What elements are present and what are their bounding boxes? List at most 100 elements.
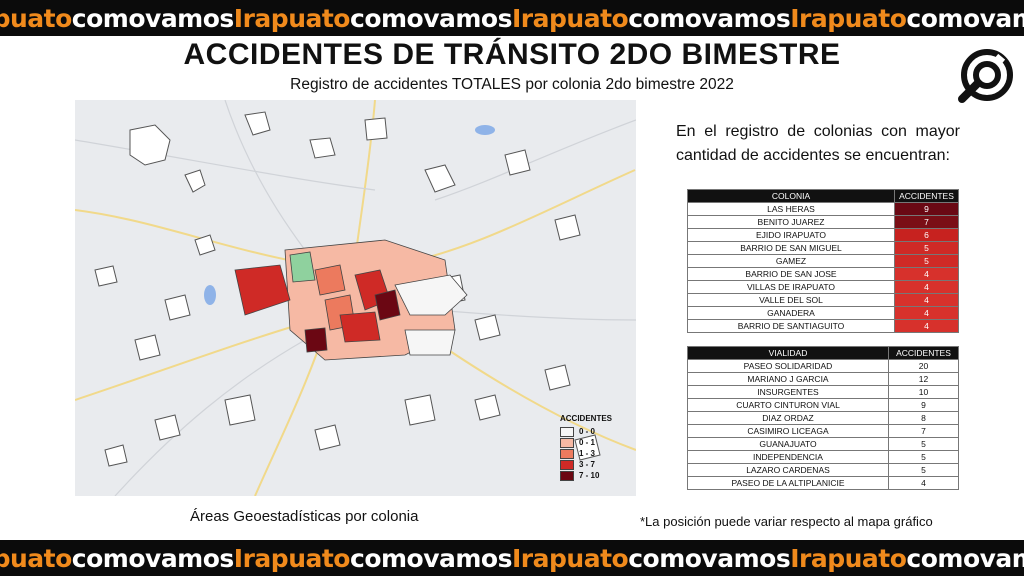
legend-item: 1 - 3 <box>560 448 612 459</box>
table-row: CASIMIRO LICEAGA 7 <box>687 424 959 438</box>
intro-text: En el registro de colonias con mayor can… <box>676 123 960 164</box>
legend-swatch <box>560 448 574 459</box>
legend-item: 7 - 10 <box>560 470 612 481</box>
table-row: GANADERA 4 <box>687 306 959 320</box>
vialidad-value: 4 <box>888 476 959 490</box>
colonias-table: COLONIA ACCIDENTES LAS HERAS 9 BENITO JUAR… <box>687 189 959 333</box>
banner-part-b: comovamos <box>906 543 1024 573</box>
vialidades-table: VIALIDAD ACCIDENTES PASEO SOLIDARIDAD 20 M… <box>687 346 959 490</box>
banner-part-a: Irapuato <box>233 3 351 33</box>
table-row: LAS HERAS 9 <box>687 202 959 216</box>
legend-item: 0 - 0 <box>560 426 612 437</box>
col-header-colonia: COLONIA <box>687 189 895 203</box>
colonia-value: 6 <box>894 228 959 242</box>
legend-swatch <box>560 470 574 481</box>
via-header-vialidad: VIALIDAD <box>687 346 889 360</box>
table-row: EJIDO IRAPUATO 6 <box>687 228 959 242</box>
colonia-value: 4 <box>894 306 959 320</box>
legend-swatch <box>560 426 574 437</box>
banner-part-a: Irapuato <box>512 543 629 573</box>
colonia-value: 9 <box>894 202 959 216</box>
accidents-map: ACCIDENTES 0 - 0 0 - 1 1 - 3 3 - 7 7 - 10 <box>75 100 636 496</box>
colonia-name: BENITO JUAREZ <box>687 215 895 229</box>
vialidad-value: 12 <box>888 372 959 386</box>
col-header-accidentes: ACCIDENTES <box>894 189 959 203</box>
colonia-value: 5 <box>894 254 959 268</box>
banner-text: Irapuatocomovamos <box>790 544 1024 573</box>
vialidad-value: 5 <box>888 437 959 451</box>
table-row: GUANAJUATO 5 <box>687 437 959 451</box>
vialidad-name: MARIANO J GARCIA <box>687 372 889 386</box>
colonia-value: 5 <box>894 241 959 255</box>
vialidad-name: LAZARO CARDENAS <box>687 463 889 477</box>
table-row: BARRIO DE SANTIAGUITO 4 <box>687 319 959 333</box>
vialidad-value: 10 <box>888 385 959 399</box>
colonia-value: 4 <box>894 267 959 281</box>
table-row: INSURGENTES 10 <box>687 385 959 399</box>
page-subtitle: Registro de accidentes TOTALES por colon… <box>290 76 734 93</box>
vialidad-name: CASIMIRO LICEAGA <box>687 424 889 438</box>
magnifier-logo-icon <box>958 49 1013 103</box>
colonia-name: VALLE DEL SOL <box>687 293 895 307</box>
via-header-accidentes: ACCIDENTES <box>888 346 959 360</box>
table-row: BARRIO DE SAN JOSE 4 <box>687 267 959 281</box>
vialidad-name: INDEPENDENCIA <box>687 450 889 464</box>
colonia-name: LAS HERAS <box>687 202 895 216</box>
vialidad-value: 5 <box>888 463 959 477</box>
colonia-value: 7 <box>894 215 959 229</box>
colonia-name: GAMEZ <box>687 254 895 268</box>
colonia-value: 4 <box>894 319 959 333</box>
map-legend: ACCIDENTES 0 - 0 0 - 1 1 - 3 3 - 7 7 - 10 <box>560 414 612 481</box>
vialidad-value: 5 <box>888 450 959 464</box>
table-row: PASEO DE LA ALTIPLANICIE 4 <box>687 476 959 490</box>
table-row: DIAZ ORDAZ 8 <box>687 411 959 425</box>
banner-text: Irapuatocomovamos <box>233 3 513 33</box>
vialidad-value: 8 <box>888 411 959 425</box>
top-banner: IrapuatocomovamosIrapuatocomovamosIrapua… <box>0 0 1024 36</box>
banner-part-b: comovamos <box>906 3 1024 33</box>
colonia-name: VILLAS DE IRAPUATO <box>687 280 895 294</box>
table-row: VILLAS DE IRAPUATO 4 <box>687 280 959 294</box>
colonia-name: BARRIO DE SAN JOSE <box>687 267 895 281</box>
banner-part-a: Irapuato <box>790 543 907 573</box>
banner-part-b: comovamos <box>350 3 513 33</box>
vialidad-value: 9 <box>888 398 959 412</box>
table-row: BARRIO DE SAN MIGUEL 5 <box>687 241 959 255</box>
colonia-name: GANADERA <box>687 306 895 320</box>
vialidad-value: 20 <box>888 359 959 373</box>
vialidad-name: PASEO SOLIDARIDAD <box>687 359 889 373</box>
legend-label: 0 - 1 <box>579 438 596 447</box>
table-row: INDEPENDENCIA 5 <box>687 450 959 464</box>
legend-item: 0 - 1 <box>560 437 612 448</box>
position-note: *La posición puede variar respecto al ma… <box>640 514 933 529</box>
vialidad-name: CUARTO CINTURON VIAL <box>687 398 889 412</box>
banner-part-a: Irapuato <box>233 543 351 573</box>
colonia-value: 4 <box>894 293 959 307</box>
colonia-name: BARRIO DE SAN MIGUEL <box>687 241 895 255</box>
table-row: LAZARO CARDENAS 5 <box>687 463 959 477</box>
bottom-banner: IrapuatocomovamosIrapuatocomovamosIrapua… <box>0 540 1024 576</box>
banner-part-a: Irapuato <box>0 543 72 573</box>
page-title: ACCIDENTES DE TRÁNSITO 2DO BIMESTRE <box>183 38 841 71</box>
colonia-name: BARRIO DE SANTIAGUITO <box>687 319 895 333</box>
vialidad-name: INSURGENTES <box>687 385 889 399</box>
legend-label: 0 - 0 <box>579 427 596 436</box>
banner-part-a: Irapuato <box>512 3 629 33</box>
banner-part-b: comovamos <box>71 3 235 33</box>
banner-part-a: Irapuato <box>790 3 907 33</box>
banner-text: Irapuatocomovamos <box>512 543 791 573</box>
vialidad-value: 7 <box>888 424 959 438</box>
banner-text: Irapuatocomovamos <box>790 4 1024 33</box>
legend-label: 3 - 7 <box>579 460 596 469</box>
banner-part-b: comovamos <box>350 543 513 573</box>
legend-swatch <box>560 459 574 470</box>
table-row: MARIANO J GARCIA 12 <box>687 372 959 386</box>
legend-label: 7 - 10 <box>579 471 600 480</box>
table-row: BENITO JUAREZ 7 <box>687 215 959 229</box>
legend-title: ACCIDENTES <box>560 414 613 423</box>
vialidad-name: GUANAJUATO <box>687 437 889 451</box>
legend-item: 3 - 7 <box>560 459 612 470</box>
banner-text: Irapuatocomovamos <box>512 3 791 33</box>
banner-part-b: comovamos <box>71 543 235 573</box>
banner-part-b: comovamos <box>628 3 791 33</box>
